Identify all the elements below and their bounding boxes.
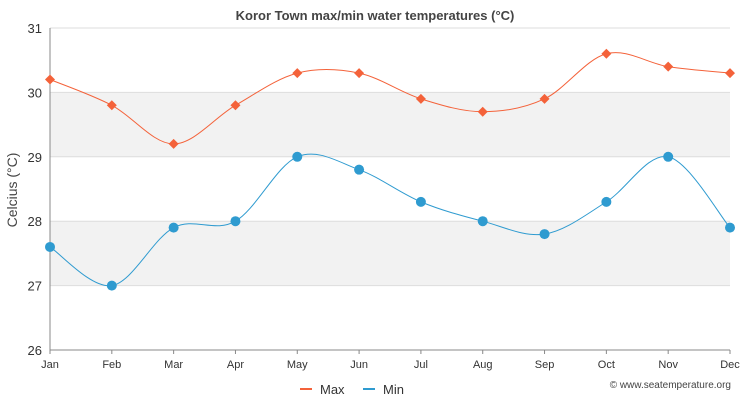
credit-text: © www.seatemperature.org [610, 380, 731, 391]
min-point-jan[interactable] [45, 241, 55, 252]
series-layer [45, 48, 735, 291]
legend-label-max: Max [320, 382, 345, 397]
max-series [45, 48, 735, 149]
y-tick-label: 30 [28, 85, 42, 100]
min-point-may[interactable] [292, 151, 303, 162]
x-tick-label: Mar [164, 359, 183, 371]
x-tick-label: Nov [658, 359, 678, 371]
min-point-sep[interactable] [539, 229, 550, 240]
min-point-dec[interactable] [725, 222, 735, 233]
max-point-sep[interactable] [539, 93, 550, 104]
legend-item-min[interactable]: Min [363, 382, 404, 397]
x-axis-ticks: Jan Feb Mar Apr May Jun Jul Aug Sep Oct Nov Dec [41, 350, 740, 371]
max-point-dec[interactable] [725, 68, 735, 79]
x-tick-label: Dec [720, 359, 740, 371]
max-point-may[interactable] [292, 68, 303, 79]
x-tick-label: Oct [598, 359, 615, 371]
y-tick-label: 26 [28, 343, 42, 358]
y-tick-label: 29 [28, 150, 42, 165]
gridlines [50, 27, 730, 351]
x-tick-label: Apr [227, 359, 244, 371]
shaded-bands [50, 92, 730, 286]
max-point-feb[interactable] [106, 100, 117, 111]
legend-label-min: Min [383, 382, 404, 397]
x-tick-label: Jul [414, 359, 428, 371]
min-point-jul[interactable] [415, 196, 426, 207]
y-tick-label: 31 [28, 21, 42, 36]
max-point-mar[interactable] [168, 138, 179, 149]
x-tick-label: Jun [350, 359, 368, 371]
y-axis-label: Celcius (°C) [4, 153, 20, 228]
y-tick-label: 28 [28, 214, 42, 229]
min-series-line [49, 153, 731, 287]
x-tick-label: Sep [535, 359, 555, 371]
max-point-aug[interactable] [477, 106, 488, 117]
x-tick-label: Aug [473, 359, 493, 371]
min-point-apr[interactable] [230, 216, 241, 227]
min-point-nov[interactable] [663, 151, 674, 162]
band-29-30 [50, 92, 730, 157]
max-point-jun[interactable] [354, 68, 365, 79]
x-tick-label: Feb [102, 359, 121, 371]
band-27-28 [50, 221, 730, 286]
legend-item-max[interactable]: Max [300, 382, 345, 397]
x-tick-label: Jan [41, 359, 59, 371]
legend: Max Min [300, 382, 404, 397]
y-axis-ticks: 26 27 28 29 30 31 [28, 21, 42, 358]
min-point-mar[interactable] [168, 222, 179, 233]
min-point-jun[interactable] [354, 164, 365, 175]
max-point-apr[interactable] [230, 100, 241, 111]
chart-title: Koror Town max/min water temperatures (°… [236, 8, 515, 23]
max-point-jan[interactable] [45, 74, 55, 85]
max-point-jul[interactable] [415, 93, 426, 104]
max-point-nov[interactable] [663, 61, 674, 72]
y-tick-label: 27 [28, 279, 42, 294]
min-series [45, 151, 735, 291]
max-point-oct[interactable] [601, 48, 612, 59]
min-point-oct[interactable] [601, 196, 612, 207]
x-tick-label: May [287, 359, 308, 371]
min-point-aug[interactable] [477, 216, 488, 227]
min-point-feb[interactable] [106, 280, 117, 291]
